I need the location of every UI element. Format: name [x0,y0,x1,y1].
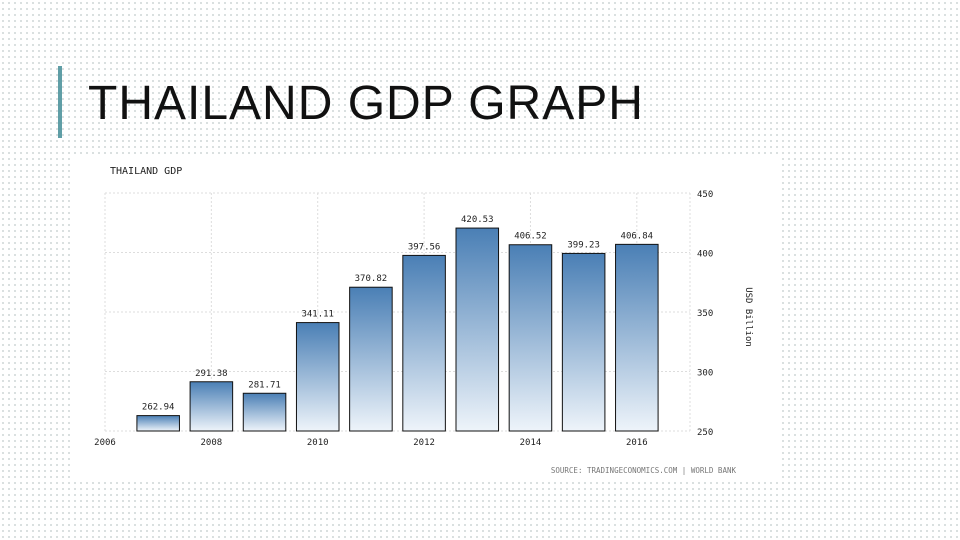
data-label: 262.94 [142,403,175,413]
bar-2010 [295,322,340,432]
bar-2014 [508,244,553,432]
x-tick-label: 2010 [307,438,329,448]
bar-2016 [615,243,659,432]
data-label: 406.84 [621,231,654,241]
title-accent-bar [58,66,62,138]
bar-2009 [242,392,287,432]
y-axis-label: USD Billion [743,287,753,347]
bar-2015 [561,252,606,432]
data-label: 281.71 [248,380,281,390]
y-axis-ticks: 250 300 350 400 450 [697,190,713,438]
y-tick-label: 250 [697,428,713,438]
gdp-bar-chart: THAILAND GDP 262.94 291.38 281.71 341.11 370… [94,166,753,475]
data-label: 370.82 [355,274,388,284]
chart-title: THAILAND GDP [110,166,182,177]
x-tick-label: 2012 [413,438,435,448]
data-label: 399.23 [567,240,600,250]
data-label: 341.11 [301,310,334,320]
x-tick-label: 2014 [520,438,542,448]
y-tick-label: 400 [697,250,713,260]
data-labels: 262.94 291.38 281.71 341.11 370.82 397.56 420.… [142,215,653,413]
x-tick-label: 2016 [626,438,648,448]
x-tick-label: 2008 [201,438,223,448]
bars [136,227,659,432]
y-tick-label: 350 [697,309,713,319]
slide-title: THAILAND GDP GRAPH [88,77,644,130]
data-label: 291.38 [195,369,228,379]
data-label: 397.56 [408,242,441,252]
chart-card: THAILAND GDP 262.94 291.38 281.71 341.11 370… [72,156,778,480]
bar-2011 [349,286,393,432]
bar-2012 [402,254,446,432]
x-tick-label: 2006 [94,438,116,448]
data-label: 420.53 [461,215,494,225]
y-tick-label: 300 [697,369,713,379]
bar-2007 [136,415,180,432]
bar-2013 [455,227,500,432]
bar-2008 [189,381,234,432]
data-label: 406.52 [514,232,547,242]
chart-source: SOURCE: TRADINGECONOMICS.COM | WORLD BAN… [551,466,737,475]
y-tick-label: 450 [697,190,713,200]
x-axis-ticks: 2006 2008 2010 2012 2014 2016 [94,438,648,448]
